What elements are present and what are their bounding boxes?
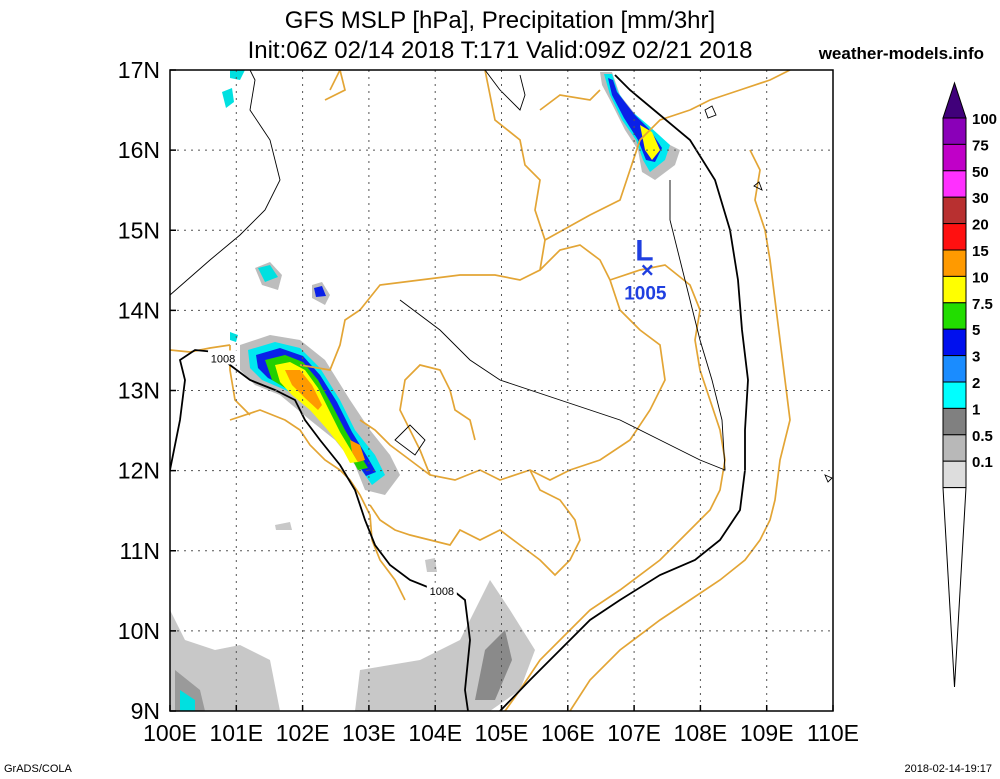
isobar-label: 1008 [430,586,454,598]
lon-tick-label: 105E [475,720,529,746]
isobar-label: 1008 [211,353,235,365]
lat-tick-label: 11N [120,538,161,564]
colorbar-level-label: 20 [972,217,989,234]
chart-title-line2: Init:06Z 02/14 2018 T:171 Valid:09Z 02/2… [247,37,753,64]
isobar-label-bg [426,582,457,597]
lon-tick-label: 104E [408,720,462,746]
low-pressure-value: 1005 [624,283,667,304]
colorbar-level-label: 30 [972,190,989,207]
colorbar-level-label: 50 [972,164,989,181]
lon-tick-label: 102E [276,720,330,746]
colorbar-swatch [942,302,967,330]
colorbar-level-label: 1 [972,401,980,418]
colorbar-level-label: 15 [972,243,989,260]
lat-tick-label: 17N [118,57,160,83]
colorbar-level-label: 0.5 [972,428,993,445]
lon-tick-label: 101E [209,720,263,746]
colorbar-level-label: 3 [972,349,980,366]
isobar-label-bg [208,350,239,365]
colorbar-level-label: 5 [972,322,980,339]
colorbar-swatch [942,143,967,172]
colorbar-swatch [942,460,967,489]
credit-label: weather-models.info [818,44,984,63]
lon-tick-label: 106E [541,720,595,746]
country-borders [170,70,791,711]
low-pressure-marker: L × 1005 [624,234,667,304]
footer-timestamp: 2018-02-14-19:17 [904,763,992,775]
lat-tick-label: 9N [131,698,160,724]
lat-tick-label: 10N [118,618,160,644]
colorbar-swatch [942,355,967,383]
colorbar-swatch [942,381,967,409]
lon-tick-label: 108E [674,720,728,746]
lat-tick-label: 15N [118,217,160,243]
lat-tick-label: 16N [118,137,160,163]
colorbar-level-label: 75 [972,137,989,154]
lat-tick-label: 12N [118,458,160,484]
map-plot-area [170,70,833,711]
lon-tick-label: 109E [740,720,794,746]
colorbar-swatch [942,275,967,304]
chart-title-line1: GFS MSLP [hPa], Precipitation [mm/3hr] [284,7,716,34]
precipitation-colorbar: 100 75 50 30 20 15 10 7.5 5 3 2 1 0.5 0.1 [942,81,997,688]
footer-software-label: GrADS/COLA [4,763,72,775]
colorbar-swatch [942,328,967,357]
colorbar-swatch [942,196,967,225]
lon-tick-label: 107E [607,720,661,746]
colorbar-level-label: 0.1 [972,454,993,471]
low-pressure-symbol: L [635,234,653,267]
colorbar-level-label: 2 [972,375,980,392]
colorbar-swatch [942,249,967,277]
colorbar-swatch [942,117,967,145]
colorbar-level-label: 10 [972,269,989,286]
colorbar-swatch [942,223,967,251]
colorbar-level-label: 100 [972,111,997,128]
lat-tick-label: 14N [118,297,160,323]
longitude-axis-labels: 100E 101E 102E 103E 104E 105E 106E 107E 108E 109E… [143,705,859,746]
lon-tick-label: 103E [342,720,396,746]
isobar-labels: 1008 1008 [208,350,457,598]
low-center-cross-icon: × [641,257,654,282]
colorbar-swatch [942,407,967,436]
colorbar-swatch [942,170,967,198]
map-gridlines [170,70,833,711]
latitude-axis-labels: 17N 16N 15N 14N 13N 12N 11N 10N 9N [118,57,176,724]
lon-tick-label: 100E [143,720,197,746]
lat-tick-label: 13N [118,378,160,404]
lon-tick-label: 110E [807,720,859,746]
colorbar-level-label: 7.5 [972,296,993,313]
colorbar-bottom-arrow [942,487,967,688]
precipitation-shading [170,70,680,711]
colorbar-top-arrow [942,81,967,119]
colorbar-swatch [942,434,967,462]
